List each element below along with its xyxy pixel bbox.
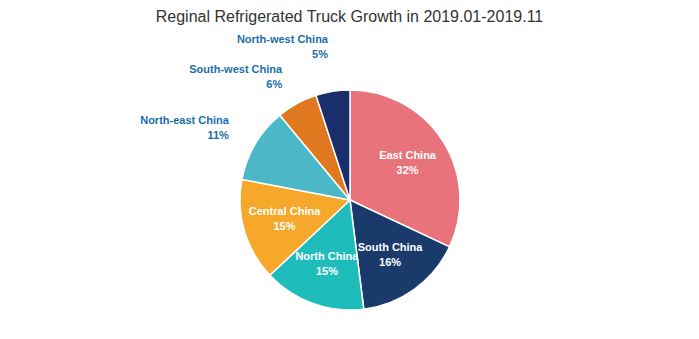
chart-title: Reginal Refrigerated Truck Growth in 201…: [156, 8, 544, 25]
slice-label: North-east China: [140, 114, 230, 126]
slice-label: East China: [379, 149, 437, 161]
slice-value-label: 6%: [266, 78, 282, 90]
slice-value-label: 15%: [273, 220, 295, 232]
slice-value-label: 5%: [312, 48, 328, 60]
chart-svg: Reginal Refrigerated Truck Growth in 201…: [0, 0, 699, 339]
slice-value-label: 32%: [397, 164, 419, 176]
slice-label: North China: [295, 250, 359, 262]
slice-label: South China: [358, 241, 424, 253]
pie-slice: [350, 200, 450, 309]
slice-label: North-west China: [237, 33, 329, 45]
chart-container: Reginal Refrigerated Truck Growth in 201…: [0, 0, 699, 339]
slice-value-label: 15%: [316, 265, 338, 277]
slice-label: Central China: [249, 205, 321, 217]
pie: [240, 90, 460, 310]
data-labels: East China 32% South China 16% North China 15…: [140, 33, 437, 278]
slice-value-label: 11%: [207, 129, 229, 141]
slice-label: South-west China: [189, 63, 283, 75]
slice-value-label: 16%: [379, 256, 401, 268]
pie-slice: [316, 90, 350, 200]
